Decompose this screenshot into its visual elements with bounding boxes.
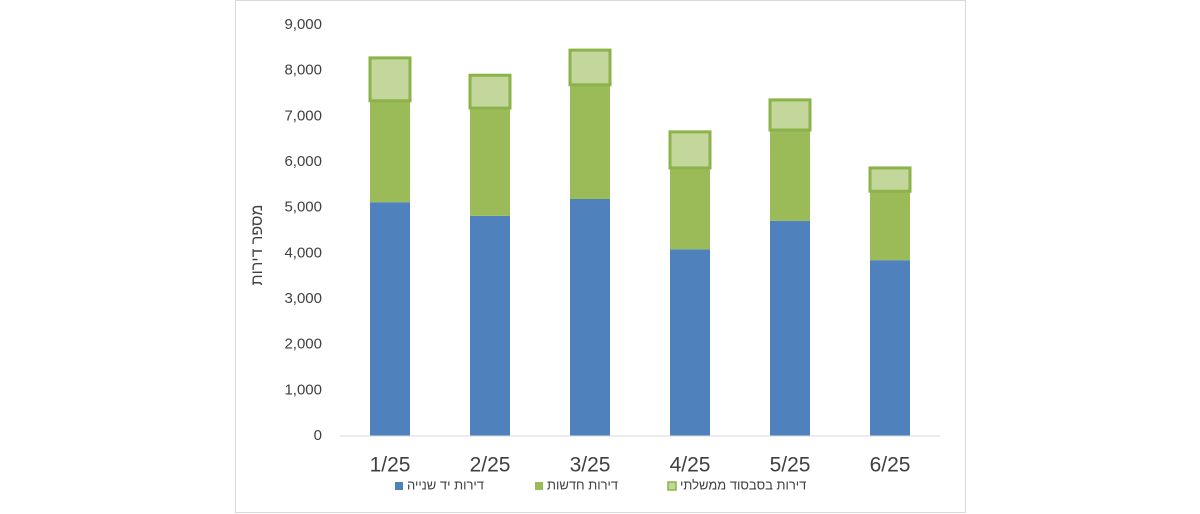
bar-segment: [368, 56, 412, 103]
x-tick-label: 5/25: [770, 454, 811, 477]
bar-segment: [570, 84, 610, 199]
bar-segment: [470, 215, 510, 436]
y-tick-label: 1,000: [284, 381, 322, 398]
bar-segment: [870, 260, 910, 436]
x-tick-label: 2/25: [470, 454, 511, 477]
legend-label: דירות יד שנייה: [407, 477, 484, 492]
legend-label: דירות חדשות: [547, 477, 618, 492]
bar-segment: [770, 130, 810, 221]
legend-marker: [667, 481, 677, 491]
bar-segment: [468, 73, 512, 110]
legend-marker: [535, 482, 543, 490]
x-tick-label: 6/25: [870, 454, 911, 477]
bar-segment: [768, 98, 812, 132]
y-tick-label: 4,000: [284, 244, 322, 261]
y-tick-label: 0: [314, 427, 322, 444]
x-tick-label: 4/25: [670, 454, 711, 477]
bar-segment: [370, 100, 410, 203]
y-tick-label: 3,000: [284, 290, 322, 307]
bar-segment: [370, 202, 410, 436]
bar-segment: [568, 48, 612, 87]
bar-segment: [770, 220, 810, 436]
legend-marker: [395, 482, 403, 490]
bar-segment: [670, 249, 710, 436]
y-tick-label: 5,000: [284, 199, 322, 216]
bar-segment: [868, 166, 912, 193]
bar-segment: [470, 108, 510, 216]
x-tick-label: 1/25: [370, 454, 411, 477]
x-tick-label: 3/25: [570, 454, 611, 477]
bar-segment: [870, 191, 910, 261]
legend-label: דירות בסבסוד ממשלתי: [680, 477, 806, 492]
y-axis-label: מספר דירות: [249, 205, 266, 286]
y-tick-label: 9,000: [284, 16, 322, 33]
bar-segment: [668, 130, 712, 170]
y-tick-label: 8,000: [284, 62, 322, 79]
y-tick-label: 6,000: [284, 153, 322, 170]
bar-segment: [570, 198, 610, 436]
y-tick-label: 2,000: [284, 336, 322, 353]
y-tick-label: 7,000: [284, 107, 322, 124]
bar-segment: [670, 167, 710, 250]
